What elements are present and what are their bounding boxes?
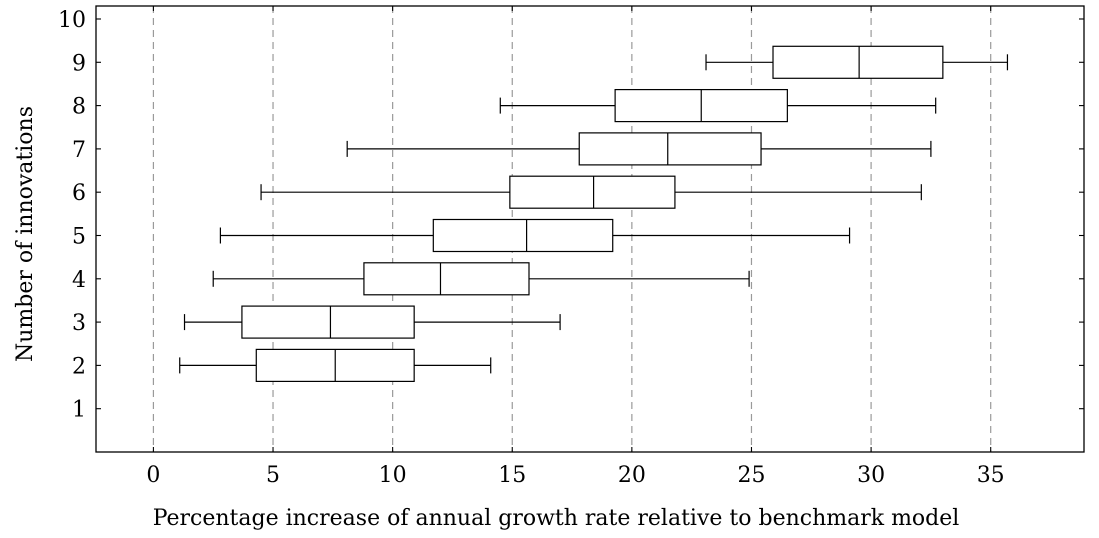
y-tick-label: 3 [72,311,86,336]
iqr-box [432,218,614,253]
box-3 [183,305,561,339]
y-tick-label: 9 [72,51,86,76]
y-tick-label: 10 [58,8,86,33]
iqr-box [363,262,530,296]
y-axis-label: Number of innovations [13,106,38,362]
x-tick-label: 20 [618,463,646,488]
y-tick-label: 7 [72,138,86,163]
box-7 [346,132,932,166]
iqr-box [578,132,762,166]
box-8 [499,88,937,123]
y-tick-label: 4 [72,268,86,293]
box-4 [212,262,750,296]
iqr-box [241,305,415,339]
x-tick-label: 5 [266,463,280,488]
box-5 [219,218,851,253]
tick-layer [96,6,1084,452]
box-6 [260,175,922,209]
x-tick-label: 10 [379,463,407,488]
box-9 [705,45,1009,79]
iqr-box [509,175,676,209]
tick-label-layer: 0 5 10 15 20 25 30 35 1 2 3 4 5 6 7 8 9 10 [58,8,1005,488]
x-tick-label: 0 [146,463,160,488]
plot-frame [95,5,1085,453]
y-tick-label: 2 [72,354,86,379]
y-tick-label: 1 [72,398,86,423]
box-layer [179,45,1009,382]
y-tick-label: 6 [72,181,86,206]
y-tick-label: 8 [72,95,86,120]
iqr-box [772,45,944,79]
x-tick-label: 25 [737,463,765,488]
x-tick-label: 30 [857,463,885,488]
x-tick-label: 35 [977,463,1005,488]
x-axis-label: Percentage increase of annual growth rat… [153,506,960,531]
box-2 [179,348,492,382]
x-tick-label: 15 [498,463,526,488]
y-tick-label: 5 [72,224,86,249]
